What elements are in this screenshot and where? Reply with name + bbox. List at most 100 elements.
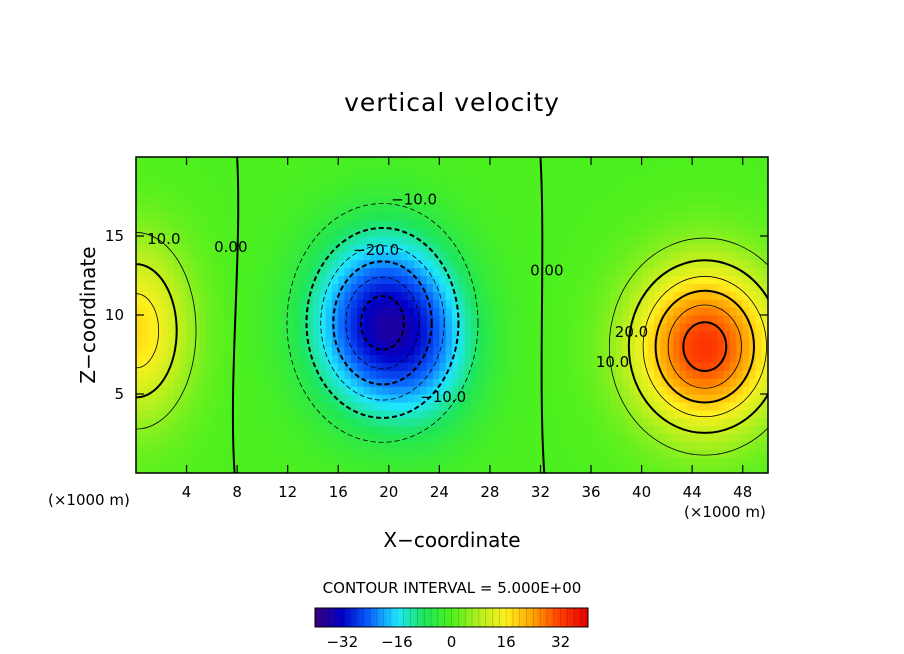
field-cell [445, 188, 453, 198]
field-cell [717, 164, 725, 174]
field-cell [628, 275, 636, 284]
field-cell [685, 180, 693, 190]
field-cell [458, 386, 466, 395]
field-cell [426, 378, 434, 387]
field-cell [407, 251, 415, 261]
field-cell [452, 228, 459, 237]
field-cell [591, 307, 598, 316]
field-cell [685, 346, 693, 356]
field-cell [167, 354, 175, 363]
field-cell [281, 409, 289, 419]
field-cell [268, 212, 276, 221]
field-cell [382, 299, 390, 308]
field-cell [565, 457, 573, 466]
field-cell [357, 401, 365, 411]
field-cell [433, 267, 440, 277]
field-cell [243, 180, 251, 190]
field-cell [312, 417, 320, 427]
field-cell [395, 315, 403, 324]
field-cell [565, 330, 573, 340]
field-cell [281, 157, 289, 166]
field-cell [692, 164, 700, 174]
field-cell [281, 362, 289, 371]
field-cell [445, 425, 453, 435]
field-cell [679, 386, 687, 395]
field-cell [458, 417, 466, 427]
field-cell [736, 164, 744, 174]
field-cell [553, 417, 561, 427]
field-cell [199, 299, 207, 308]
field-cell [161, 315, 169, 324]
field-cell [616, 441, 624, 450]
field-cell [698, 172, 706, 182]
field-cell [483, 370, 491, 379]
field-cell [647, 417, 655, 427]
field-cell [723, 433, 731, 442]
field-cell [736, 259, 744, 269]
field-cell [357, 267, 365, 277]
field-cell [167, 465, 175, 473]
field-cell [730, 196, 737, 205]
field-cell [306, 417, 314, 427]
field-cell [553, 267, 561, 277]
contour-label: 20.0 [615, 323, 648, 341]
field-cell [294, 433, 301, 442]
field-cell [496, 251, 504, 261]
field-cell [578, 449, 586, 458]
field-cell [275, 157, 282, 166]
field-cell [616, 307, 624, 316]
field-cell [148, 441, 156, 450]
field-cell [369, 346, 377, 356]
field-cell [755, 449, 763, 458]
field-cell [641, 346, 649, 356]
field-cell [654, 307, 662, 316]
field-cell [275, 378, 282, 387]
field-cell [660, 394, 668, 403]
field-cell [205, 370, 213, 379]
field-cell [312, 157, 320, 166]
field-cell [749, 164, 756, 174]
field-cell [603, 212, 611, 221]
field-cell [445, 330, 453, 340]
field-cell [546, 330, 554, 340]
field-cell [559, 417, 567, 427]
field-cell [256, 180, 263, 190]
field-cell [275, 267, 282, 277]
field-cell [717, 362, 725, 371]
field-cell [256, 212, 263, 221]
field-cell [401, 307, 409, 316]
field-cell [521, 283, 529, 292]
field-cell [388, 299, 396, 308]
field-cell [294, 315, 301, 324]
field-cell [578, 228, 586, 237]
field-cell [275, 433, 282, 442]
field-cell [136, 212, 143, 221]
field-cell [692, 425, 700, 435]
field-cell [300, 243, 308, 253]
field-cell [382, 425, 390, 435]
field-cell [275, 283, 282, 292]
field-cell [161, 394, 169, 403]
field-cell [591, 220, 598, 229]
field-cell [262, 188, 270, 198]
field-cell [357, 172, 365, 182]
field-cell [717, 330, 725, 340]
field-cell [521, 243, 529, 253]
field-cell [704, 322, 712, 332]
field-cell [439, 275, 447, 284]
field-cell [414, 196, 421, 205]
field-cell [407, 212, 415, 221]
field-cell [736, 157, 744, 166]
field-cell [717, 322, 725, 332]
field-cell [211, 267, 219, 277]
field-cell [635, 275, 643, 284]
field-cell [167, 322, 175, 332]
field-cell [616, 251, 624, 261]
field-cell [622, 378, 630, 387]
field-cell [186, 457, 194, 466]
field-cell [483, 251, 491, 261]
field-cell [363, 401, 371, 411]
field-cell [148, 283, 156, 292]
field-cell [395, 354, 403, 363]
field-cell [673, 204, 681, 213]
